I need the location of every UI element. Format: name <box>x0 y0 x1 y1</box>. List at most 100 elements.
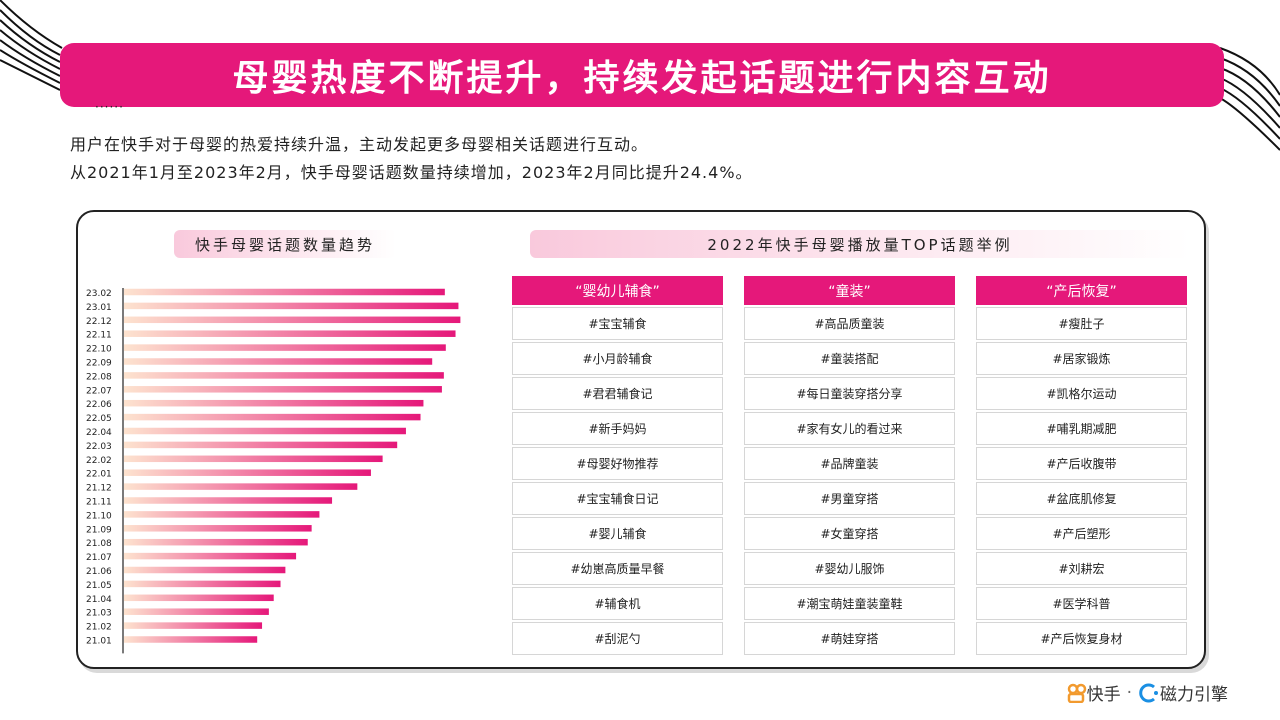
topic-cell: #辅食机 <box>512 587 723 620</box>
topic-cell: #幼崽高质量早餐 <box>512 552 723 585</box>
column-header: “童装” <box>744 276 955 305</box>
cili-engine-logo-icon <box>1139 683 1158 702</box>
topic-column-kids-clothing: “童装” #高品质童装 #童装搭配 #每日童装穿搭分享 #家有女儿的看过来 #品… <box>744 276 955 655</box>
bar <box>124 455 383 463</box>
topic-cell: #瘦肚子 <box>976 307 1187 340</box>
cili-engine-brand-text: 磁力引擎 <box>1160 685 1228 705</box>
bar <box>124 552 297 560</box>
intro-line-1: 用户在快手对于母婴的热爱持续升温，主动发起更多母婴相关话题进行互动。 <box>70 135 649 154</box>
bar <box>124 441 398 449</box>
bar <box>124 413 421 421</box>
bar <box>124 288 445 296</box>
topic-cell: #每日童装穿搭分享 <box>744 377 955 410</box>
intro-line-2: 从2021年1月至2023年2月，快手母婴话题数量持续增加，2023年2月同比提… <box>70 163 753 182</box>
tick-label: 21.06 <box>86 567 112 577</box>
kuaishou-logo-icon <box>1067 683 1086 703</box>
topic-cell: #宝宝辅食日记 <box>512 482 723 515</box>
bar <box>124 525 312 532</box>
bar <box>124 497 333 504</box>
tick-label: 22.01 <box>86 470 112 480</box>
column-header: “婴幼儿辅食” <box>512 276 723 305</box>
tick-label: 21.03 <box>86 609 112 619</box>
right-panel-title: 2022年快手母婴播放量TOP话题举例 <box>530 230 1190 258</box>
topic-cell: #家有女儿的看过来 <box>744 412 955 445</box>
tick-label: 22.08 <box>86 372 112 382</box>
topic-cell: #刮泥勺 <box>512 622 723 655</box>
topic-cell: #男童穿搭 <box>744 482 955 515</box>
bar <box>124 511 320 518</box>
column-header: “产后恢复” <box>976 276 1187 305</box>
topic-trend-bar-chart: 23.02 23.01 22.12 22.11 22.10 22.09 22.08 22.07… <box>86 288 461 654</box>
kuaishou-brand-text: 快手 <box>1086 685 1121 705</box>
bar <box>124 386 442 393</box>
tick-label: 22.04 <box>86 428 112 438</box>
bar <box>124 483 358 490</box>
topic-cell: #宝宝辅食 <box>512 307 723 340</box>
bar <box>124 427 406 435</box>
bar <box>124 316 461 324</box>
bar <box>124 358 433 365</box>
tick-label: 21.11 <box>86 498 112 508</box>
topic-cell: #母婴好物推荐 <box>512 447 723 480</box>
topic-cell: #婴幼儿服饰 <box>744 552 955 585</box>
bar <box>124 469 371 476</box>
topic-cell: #产后恢复身材 <box>976 622 1187 655</box>
tick-label: 22.09 <box>86 359 112 369</box>
topic-cell: #产后收腹带 <box>976 447 1187 480</box>
tick-label: 21.12 <box>86 484 112 494</box>
tick-label: 22.07 <box>86 386 112 396</box>
topic-cell: #女童穿搭 <box>744 517 955 550</box>
topic-cell: #君君辅食记 <box>512 377 723 410</box>
tick-label: 23.01 <box>86 303 112 313</box>
topic-cell: #凯格尔运动 <box>976 377 1187 410</box>
bar <box>124 636 258 643</box>
topic-cell: #高品质童装 <box>744 307 955 340</box>
topic-column-postpartum: “产后恢复” #瘦肚子 #居家锻炼 #凯格尔运动 #哺乳期减肥 #产后收腹带 #… <box>976 276 1187 655</box>
bar <box>124 608 269 615</box>
topic-cell: #品牌童装 <box>744 447 955 480</box>
topic-cell: #婴儿辅食 <box>512 517 723 550</box>
tick-label: 21.01 <box>86 637 112 647</box>
tick-label: 21.05 <box>86 581 112 591</box>
tick-label: 21.07 <box>86 553 112 563</box>
tick-label: 22.11 <box>86 331 112 341</box>
bar <box>124 622 263 629</box>
bar <box>124 344 446 351</box>
tick-label: 23.02 <box>86 289 112 299</box>
bar <box>124 566 286 574</box>
tick-label: 22.02 <box>86 456 112 466</box>
bar <box>124 302 459 310</box>
brand-logo: 快手 · 磁力引擎 <box>1067 680 1228 705</box>
bar <box>124 330 456 337</box>
bar <box>124 538 308 546</box>
topic-cell: #新手妈妈 <box>512 412 723 445</box>
tick-label: 21.09 <box>86 525 112 535</box>
topic-cell: #哺乳期减肥 <box>976 412 1187 445</box>
topic-cell: #小月龄辅食 <box>512 342 723 375</box>
topic-cell: #童装搭配 <box>744 342 955 375</box>
tick-label: 21.10 <box>86 511 112 521</box>
topic-cell: #萌娃穿搭 <box>744 622 955 655</box>
intro-text: 用户在快手对于母婴的热爱持续升温，主动发起更多母婴相关话题进行互动。 从2021… <box>70 131 753 187</box>
topic-column-baby-food: “婴幼儿辅食” #宝宝辅食 #小月龄辅食 #君君辅食记 #新手妈妈 #母婴好物推… <box>512 276 723 655</box>
tick-label: 22.06 <box>86 400 112 410</box>
title-banner: 母婴热度不断提升，持续发起话题进行内容互动 <box>60 43 1224 107</box>
tick-label: 21.08 <box>86 539 112 549</box>
tick-label: 21.04 <box>86 595 112 605</box>
tick-label: 22.03 <box>86 442 112 452</box>
tick-label: 21.02 <box>86 623 112 633</box>
page-title: 母婴热度不断提升，持续发起话题进行内容互动 <box>232 57 1052 99</box>
tick-label: 22.10 <box>86 345 112 355</box>
bar <box>124 580 281 588</box>
topic-cell: #盆底肌修复 <box>976 482 1187 515</box>
topic-cell: #医学科普 <box>976 587 1187 620</box>
logo-separator: · <box>1126 682 1132 703</box>
decorative-stripes <box>0 0 1280 151</box>
tick-label: 22.12 <box>86 317 112 327</box>
topic-cell: #刘耕宏 <box>976 552 1187 585</box>
topic-cell: #潮宝萌娃童装童鞋 <box>744 587 955 620</box>
bar <box>124 372 444 379</box>
tick-label: 22.05 <box>86 414 112 424</box>
decorative-dots: ······ <box>95 100 124 114</box>
left-panel-title: 快手母婴话题数量趋势 <box>174 230 396 258</box>
